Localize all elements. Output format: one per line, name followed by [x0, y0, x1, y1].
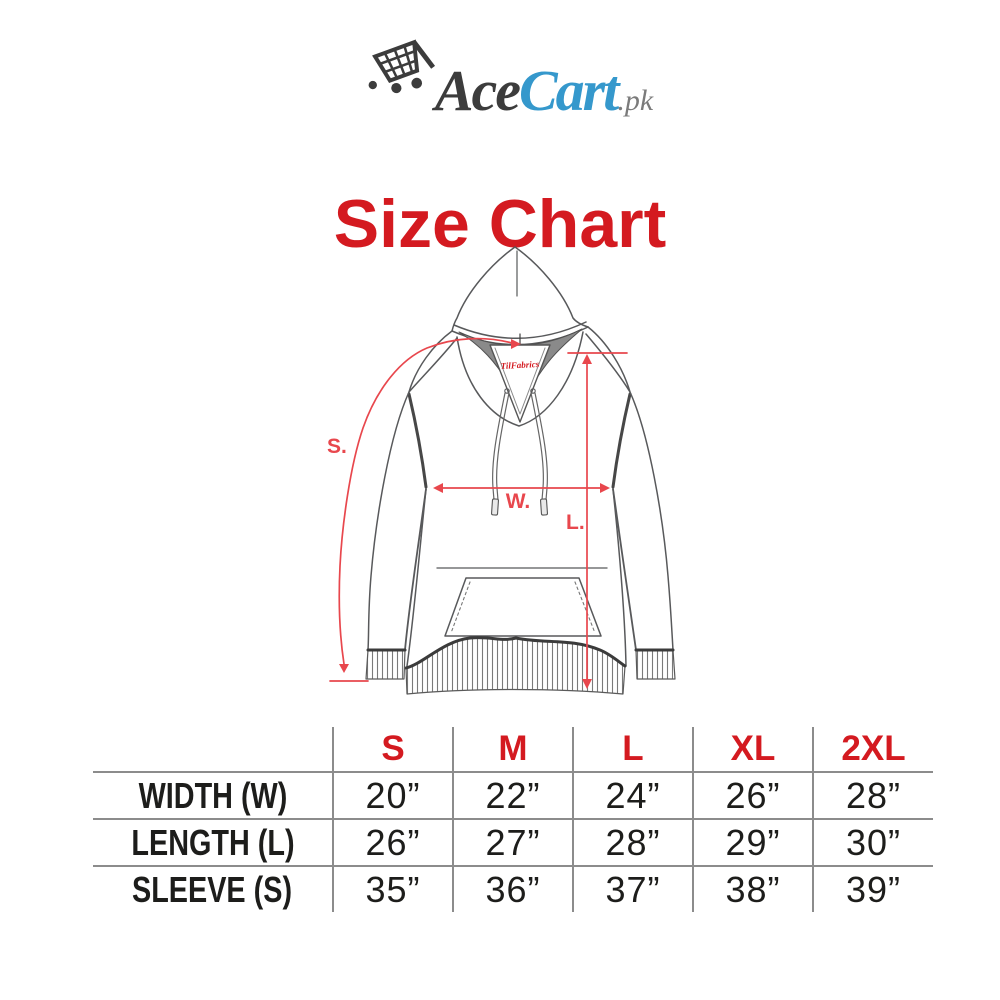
row-label-sleeve: SLEEVE (S): [132, 868, 293, 910]
sleeve-value-xl: 38”: [693, 866, 814, 912]
length-value-m: 27”: [453, 819, 574, 867]
hoodie-measurement-diagram: TilFabrics S.: [327, 246, 676, 695]
width-value-xl: 26”: [693, 772, 814, 820]
length-value-s: 26”: [333, 819, 454, 867]
width-value-l: 24”: [573, 772, 694, 820]
table-row-sleeve: SLEEVE (S) 35” 36” 37” 38” 39”: [93, 866, 933, 912]
size-table-header-row: S M L XL 2XL: [93, 727, 933, 773]
row-label-length: LENGTH (L): [130, 821, 295, 863]
logo-dot: [368, 80, 377, 90]
length-value-l: 28”: [573, 819, 694, 867]
sleeve-value-l: 37”: [573, 866, 694, 912]
shopping-cart-icon: [368, 39, 435, 94]
hoodie-line-art: [365, 246, 676, 695]
width-measure-label: W.: [506, 490, 531, 513]
corner-cell: [93, 727, 334, 773]
sleeve-value-s: 35”: [333, 866, 454, 912]
brand-domain-suffix: .pk: [617, 84, 654, 117]
length-measure-line: [567, 352, 628, 689]
length-value-xl: 29”: [693, 819, 814, 867]
sleeve-value-2xl: 39”: [845, 868, 902, 910]
size-col-header-xl: XL: [693, 727, 814, 773]
measurement-annotations: S. W. L.: [327, 337, 628, 689]
sleeve-value-m: 36”: [453, 866, 574, 912]
length-value-2xl: 30”: [813, 819, 933, 867]
table-row-length: LENGTH (L) 26” 27” 28” 29” 30”: [93, 819, 933, 867]
size-col-header-l: L: [573, 727, 694, 773]
width-value-m: 22”: [453, 772, 574, 820]
page-title: Size Chart: [333, 185, 667, 262]
table-row-width: WIDTH (W) 20” 22” 24” 26” 28”: [93, 772, 933, 820]
sleeve-measure-label: S.: [327, 435, 347, 458]
width-value-2xl: 28”: [813, 772, 933, 820]
drawstring-aglet: [491, 498, 499, 516]
brand-name-secondary: Cart: [518, 58, 619, 123]
size-table: S M L XL 2XL WIDTH (W) 20” 22” 24” 26” 2…: [93, 727, 933, 912]
row-label-width: WIDTH (W): [138, 774, 287, 816]
width-value-s: 20”: [333, 772, 454, 820]
length-measure-label: L.: [566, 511, 585, 534]
drawstring-aglet: [540, 498, 548, 516]
size-col-header-m: M: [453, 727, 574, 773]
brand-wordmark: AceCart.pk: [435, 62, 653, 120]
size-col-header-2xl: 2XL: [813, 727, 933, 773]
brand-name-primary: Ace: [434, 58, 521, 123]
sleeve-measure-line: [329, 337, 521, 682]
size-col-header-s: S: [333, 727, 454, 773]
width-measure-line: [433, 483, 610, 493]
brand-logo: AceCart.pk: [10, 36, 1000, 120]
hood-brand-script: TilFabrics: [500, 359, 540, 371]
